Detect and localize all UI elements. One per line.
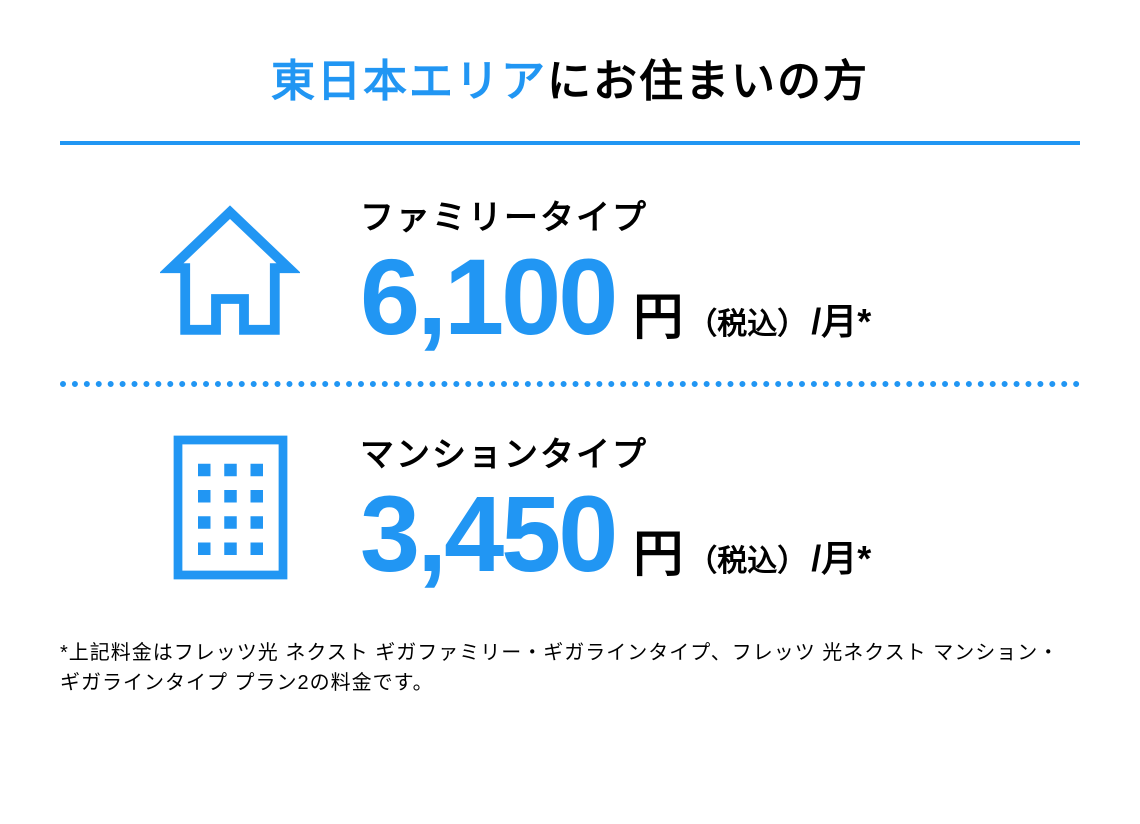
plan-family-text: ファミリータイプ 6,100 円 （税込） /月* [360, 190, 1080, 351]
plan-family-yen: 円 [633, 277, 683, 349]
plan-mansion-row: マンションタイプ 3,450 円 （税込） /月* [60, 427, 1080, 588]
title-rest: にお住まいの方 [547, 57, 869, 106]
plan-mansion-text: マンションタイプ 3,450 円 （税込） /月* [360, 427, 1080, 588]
plan-family-label: ファミリータイプ [360, 190, 1080, 239]
page-title: 東日本エリアにお住まいの方 [60, 45, 1080, 109]
plan-mansion-yen: 円 [633, 514, 683, 586]
divider-dotted [60, 381, 1080, 387]
plan-mansion-price-line: 3,450 円 （税込） /月* [360, 480, 1080, 588]
plan-family-suffix: /月* [811, 293, 871, 345]
plan-family-price: 6,100 [360, 243, 615, 351]
building-icon [160, 438, 300, 578]
plan-mansion-suffix: /月* [811, 530, 871, 582]
house-icon [160, 201, 300, 341]
plan-family-price-line: 6,100 円 （税込） /月* [360, 243, 1080, 351]
divider-solid [60, 141, 1080, 145]
title-highlight: 東日本エリア [271, 57, 547, 106]
plan-mansion-tax: （税込） [687, 536, 807, 580]
plan-family-row: ファミリータイプ 6,100 円 （税込） /月* [60, 190, 1080, 351]
plan-mansion-price: 3,450 [360, 480, 615, 588]
plan-mansion-label: マンションタイプ [360, 427, 1080, 476]
footnote: *上記料金はフレッツ光 ネクスト ギガファミリー・ギガラインタイプ、フレッツ 光… [60, 638, 1080, 698]
plan-family-tax: （税込） [687, 299, 807, 343]
